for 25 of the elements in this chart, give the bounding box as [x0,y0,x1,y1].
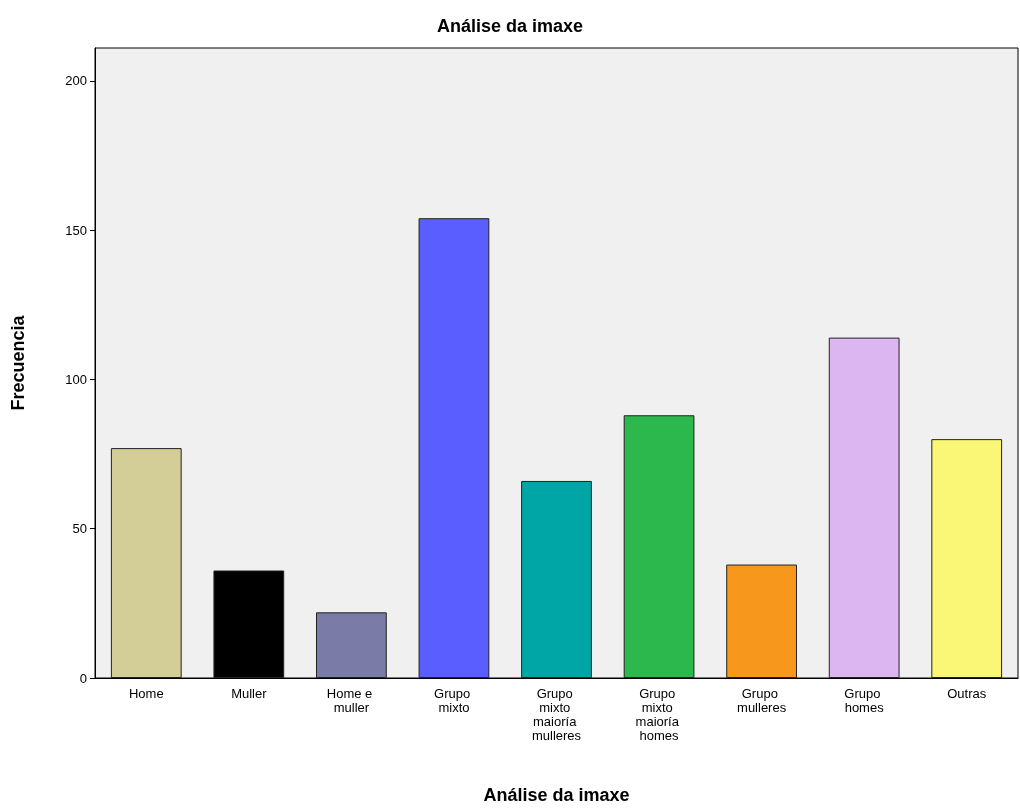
bar [726,564,797,678]
x-tick-label: Outras [947,685,987,701]
x-tick-label: Home e muller [326,685,376,715]
bar [418,218,490,678]
x-tick-label: Muller [231,685,268,701]
y-axis-title: Frecuencia [8,314,28,411]
y-tick-label: 150 [65,222,87,238]
bar [521,480,592,678]
x-tick-label: Grupo mixto maioría homes [635,685,683,743]
bar [931,439,1003,678]
y-tick-label: 50 [72,521,87,537]
x-axis-title: Análise da imaxe [483,785,630,805]
bar [316,612,387,678]
x-tick-label: Grupo mixto maioría mulleres [531,685,582,743]
y-tick-label: 100 [65,371,87,387]
x-tick-label: Grupo homes [844,685,885,715]
bar [110,448,182,678]
x-tick-label: Grupo mixto [434,685,474,715]
x-tick-label: Grupo mulleres [737,685,787,715]
bar [623,415,695,678]
chart-title: Análise da imaxe [436,16,584,36]
y-tick-label: 200 [65,73,87,89]
y-tick-label: 0 [79,670,87,686]
x-tick-label: Home [128,685,164,701]
bar [828,337,900,678]
